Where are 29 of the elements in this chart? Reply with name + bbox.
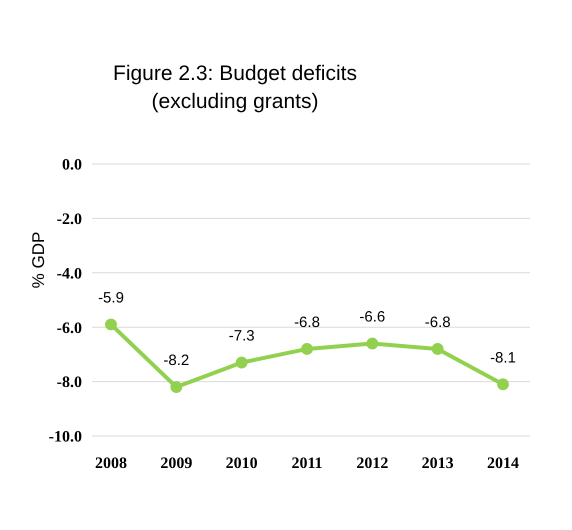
point [301,343,313,355]
y-tick-label: -2.0 [56,211,82,228]
data-label: -6.8 [294,314,320,331]
y-tick-label: -4.0 [56,265,82,282]
y-tick-label: -6.0 [56,320,82,337]
point [170,381,182,393]
point [432,343,444,355]
x-tick-label: 2013 [422,455,454,472]
data-label: -6.8 [424,314,451,331]
data-label: -6.6 [359,308,386,326]
x-tick-label: 2008 [95,455,127,472]
data-label: -5.9 [98,289,124,306]
x-tick-label: 2011 [291,455,323,472]
y-tick-label: -8.0 [56,374,82,392]
chart-title: Figure 2.3: Budget deficits (excluding grants) [113,62,357,113]
point [497,378,509,390]
x-tick-label: 2009 [160,455,192,472]
x-tick-label: 2014 [487,455,519,472]
x-tick-label: 2012 [356,455,388,472]
data-label: -8.2 [163,352,190,370]
y-tick-label: -10.0 [48,428,82,446]
point [236,356,248,368]
x-tick-label: 2010 [226,455,258,472]
y-axis-title: % GDP [29,232,48,288]
y-tick-label: 0.0 [62,156,82,174]
point [105,318,117,330]
data-label: -7.3 [228,328,255,345]
data-label: -8.1 [490,349,516,366]
point [366,338,378,350]
